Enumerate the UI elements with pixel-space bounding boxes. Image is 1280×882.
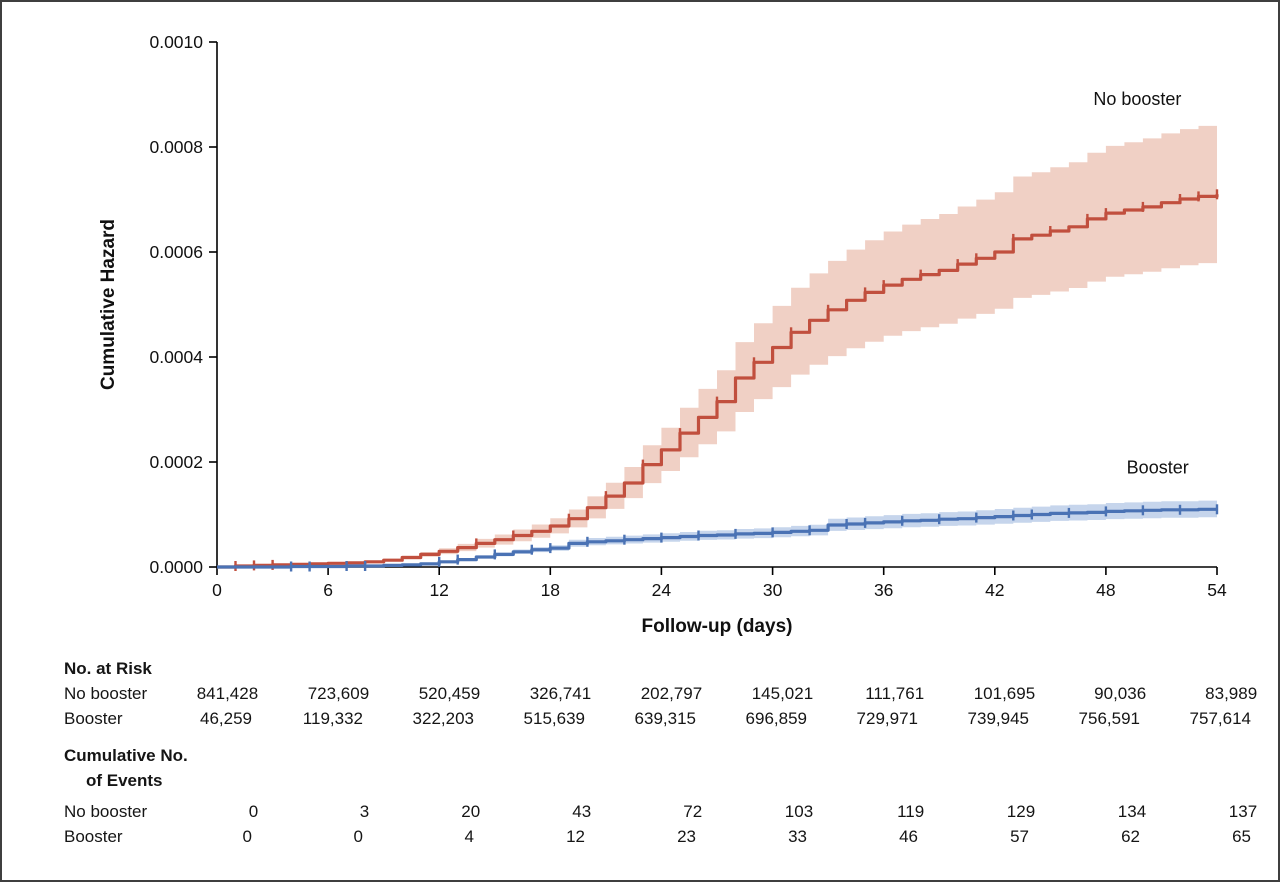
x-tick-label: 18 bbox=[541, 580, 560, 600]
table-cell: 119 bbox=[897, 802, 925, 821]
table-cell: 3 bbox=[359, 802, 370, 821]
table-cell: 326,741 bbox=[529, 684, 592, 703]
table-cell: 696,859 bbox=[745, 709, 807, 728]
table-cell: 202,797 bbox=[640, 684, 703, 703]
table-cell: 101,695 bbox=[973, 684, 1036, 703]
x-tick-label: 48 bbox=[1096, 580, 1115, 600]
x-tick-label: 30 bbox=[763, 580, 783, 600]
table-cell: 129 bbox=[1006, 802, 1036, 821]
table-cell: 33 bbox=[788, 827, 807, 846]
table-cell: 90,036 bbox=[1094, 684, 1147, 703]
row-label-no-booster: No booster bbox=[64, 684, 148, 703]
table-cell: 0 bbox=[242, 827, 252, 846]
table-cell: 4 bbox=[464, 827, 474, 846]
x-tick-label: 0 bbox=[212, 580, 222, 600]
table-row: No booster 841,428 723,609 520,459 326,741 2… bbox=[2, 681, 1278, 706]
table-cell: 639,315 bbox=[634, 709, 696, 728]
risk-and-events-tables: No. at Risk No booster 841,428 723,609 520… bbox=[2, 650, 1278, 849]
table-cell: 43 bbox=[572, 802, 592, 821]
x-tick-label: 54 bbox=[1207, 580, 1227, 600]
table-cell: 137 bbox=[1228, 802, 1258, 821]
series-booster: Booster bbox=[217, 458, 1219, 572]
table-row: Booster 0 0 4 12 23 33 46 57 62 65 bbox=[2, 824, 1278, 849]
table-cell: 757,614 bbox=[1189, 709, 1251, 728]
table-cell: 322,203 bbox=[412, 709, 474, 728]
y-tick-label: 0.0004 bbox=[149, 347, 203, 367]
table-cell: 520,459 bbox=[418, 684, 481, 703]
table-cell: 20 bbox=[461, 802, 481, 821]
table-cell: 756,591 bbox=[1078, 709, 1140, 728]
table-cell: 111,761 bbox=[865, 684, 925, 703]
row-label-booster-events: Booster bbox=[64, 827, 123, 846]
table-cell: 65 bbox=[1232, 827, 1251, 846]
y-tick-label: 0.0002 bbox=[149, 452, 203, 472]
y-tick-label: 0.0006 bbox=[149, 242, 203, 262]
x-axis-title: Follow-up (days) bbox=[642, 616, 793, 637]
no-booster-label: No booster bbox=[1093, 89, 1181, 109]
table-cell: 72 bbox=[683, 802, 703, 821]
row-label-booster: Booster bbox=[64, 709, 123, 728]
table-cell: 119,332 bbox=[302, 709, 363, 728]
table-cell: 729,971 bbox=[856, 709, 918, 728]
table-cell: 723,609 bbox=[307, 684, 370, 703]
x-tick-label: 12 bbox=[429, 580, 448, 600]
table-cell: 46 bbox=[899, 827, 918, 846]
events-table-title: Cumulative No. of Events bbox=[2, 743, 1278, 793]
table-cell: 62 bbox=[1121, 827, 1140, 846]
events-title-line1: Cumulative No. bbox=[64, 746, 188, 765]
events-title-line2: of Events bbox=[86, 771, 163, 790]
table-cell: 739,945 bbox=[967, 709, 1029, 728]
y-axis-title: Cumulative Hazard bbox=[98, 219, 119, 390]
risk-table-title: No. at Risk bbox=[64, 659, 152, 678]
no-booster-confidence-band bbox=[217, 123, 1217, 568]
x-tick-label: 42 bbox=[985, 580, 1004, 600]
table-cell: 841,428 bbox=[196, 684, 259, 703]
table-cell: 0 bbox=[353, 827, 363, 846]
x-tick-label: 24 bbox=[652, 580, 672, 600]
table-cell: 83,989 bbox=[1205, 684, 1258, 703]
row-label-no-booster-events: No booster bbox=[64, 802, 148, 821]
table-row: Booster 46,259 119,332 322,203 515,639 639,3… bbox=[2, 706, 1278, 731]
table-cell: 12 bbox=[566, 827, 585, 846]
table-cell: 134 bbox=[1117, 802, 1147, 821]
table-cell: 46,259 bbox=[200, 709, 252, 728]
table-cell: 57 bbox=[1010, 827, 1029, 846]
series-no-booster: No booster bbox=[217, 89, 1219, 571]
table-cell: 103 bbox=[784, 802, 814, 821]
table-cell: 145,021 bbox=[751, 684, 814, 703]
table-row: No booster 0 3 20 43 72 103 119 129 134 137 bbox=[2, 799, 1278, 824]
table-cell: 23 bbox=[677, 827, 696, 846]
cumulative-hazard-chart: 0.0000 0.0002 0.0004 0.0006 0.0008 0.0010 0 6 12… bbox=[98, 32, 1227, 637]
x-tick-label: 6 bbox=[323, 580, 333, 600]
table-cell: 515,639 bbox=[523, 709, 585, 728]
y-tick-label: 0.0010 bbox=[149, 32, 203, 52]
y-tick-label: 0.0000 bbox=[149, 557, 203, 577]
y-tick-label: 0.0008 bbox=[149, 137, 203, 157]
x-tick-label: 36 bbox=[874, 580, 893, 600]
table-cell: 0 bbox=[248, 802, 259, 821]
booster-label: Booster bbox=[1127, 458, 1189, 478]
